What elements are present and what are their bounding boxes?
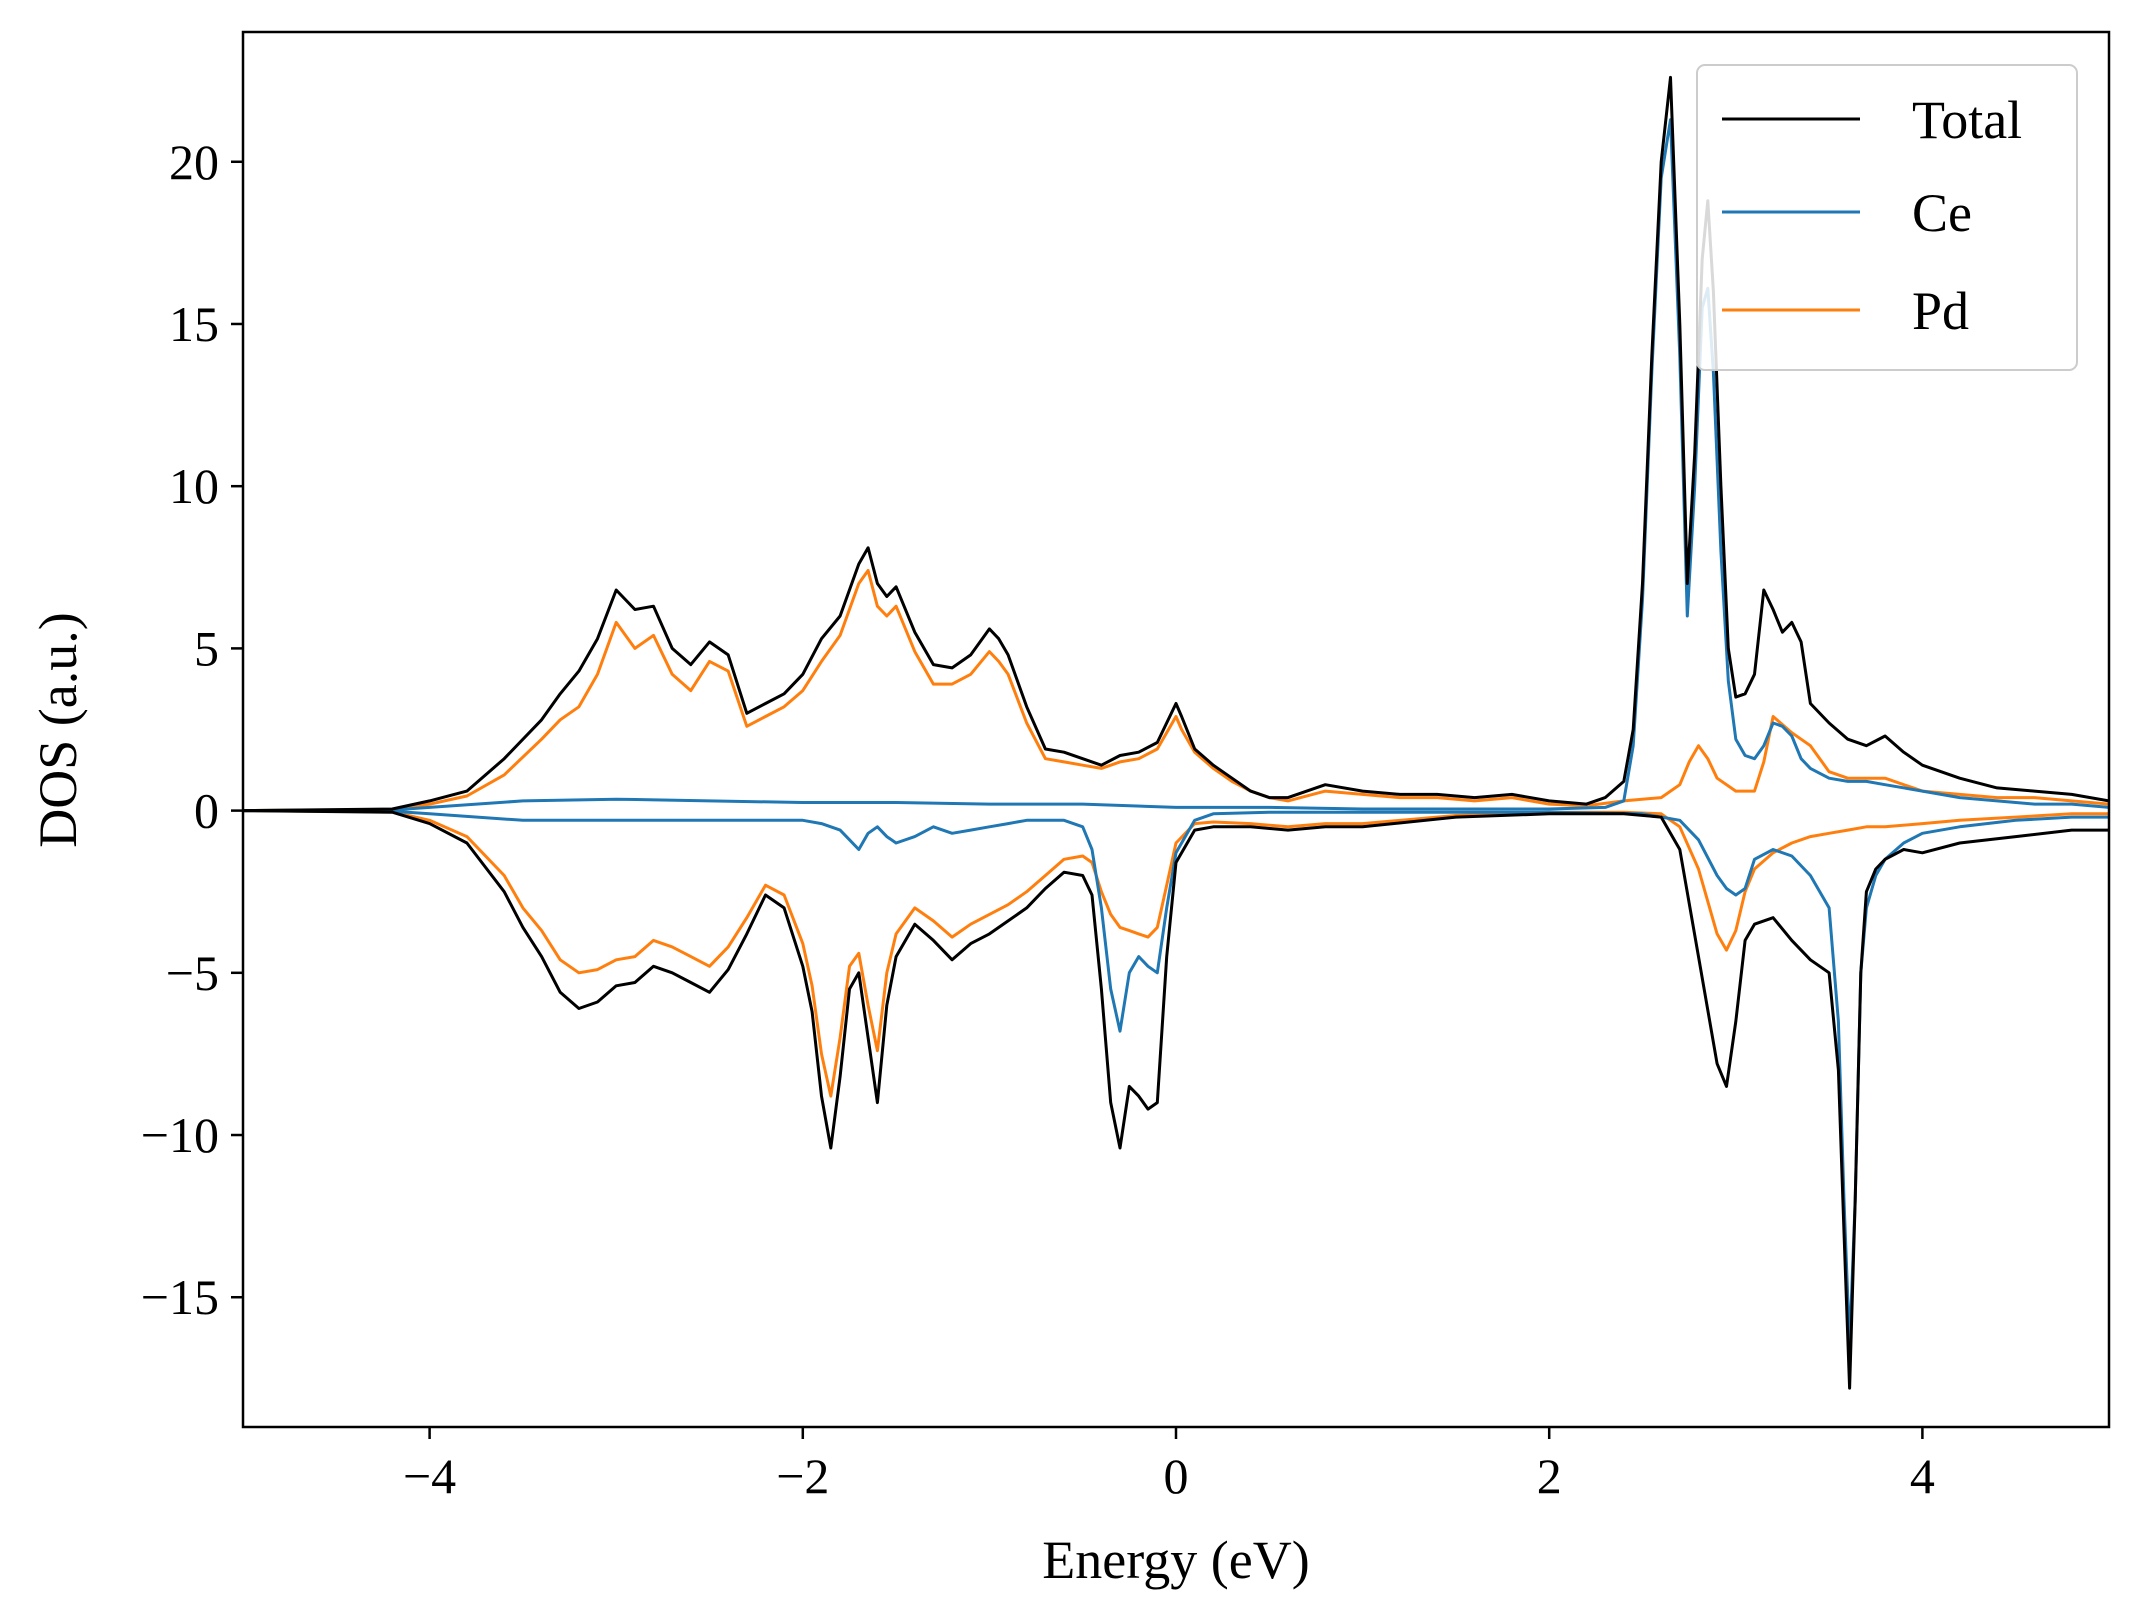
legend-entry-ce: Ce	[1722, 183, 1972, 243]
legend-entry-pd: Pd	[1722, 281, 1969, 341]
y-tick-label: −5	[166, 945, 219, 1001]
y-axis-ticks: −15 −10 −5 0 5 10 15 20	[141, 134, 243, 1325]
y-tick-label: −10	[141, 1107, 219, 1163]
x-tick-label: −2	[776, 1448, 829, 1504]
series-line-total-up	[243, 75, 2109, 813]
series-layer	[243, 75, 2109, 1390]
y-tick-label: 5	[194, 620, 219, 676]
y-tick-label: 0	[194, 783, 219, 839]
series-line-total-down	[243, 809, 2109, 1390]
x-tick-label: −4	[403, 1448, 456, 1504]
y-tick-label: 15	[169, 296, 219, 352]
x-tick-label: 2	[1537, 1448, 1562, 1504]
y-tick-label: −15	[141, 1269, 219, 1325]
legend: Total Ce Pd	[1696, 64, 2078, 371]
y-axis-title: DOS (a.u.)	[28, 612, 88, 847]
x-tick-label: 0	[1164, 1448, 1189, 1504]
series-line-pd-up	[243, 569, 2109, 813]
legend-label-total: Total	[1912, 90, 2022, 150]
x-axis-ticks: −4 −2 0 2 4	[403, 1427, 1935, 1504]
series-line-ce-up	[243, 118, 2109, 813]
legend-box	[1696, 64, 2078, 371]
series-line-pd-down	[243, 809, 2109, 1098]
y-tick-label: 20	[169, 134, 219, 190]
legend-label-ce: Ce	[1912, 183, 1972, 243]
x-tick-label: 4	[1910, 1448, 1935, 1504]
y-tick-label: 10	[169, 458, 219, 514]
legend-entry-total: Total	[1722, 90, 2022, 150]
legend-label-pd: Pd	[1912, 281, 1969, 341]
x-axis-title: Energy (eV)	[1042, 1530, 1309, 1590]
